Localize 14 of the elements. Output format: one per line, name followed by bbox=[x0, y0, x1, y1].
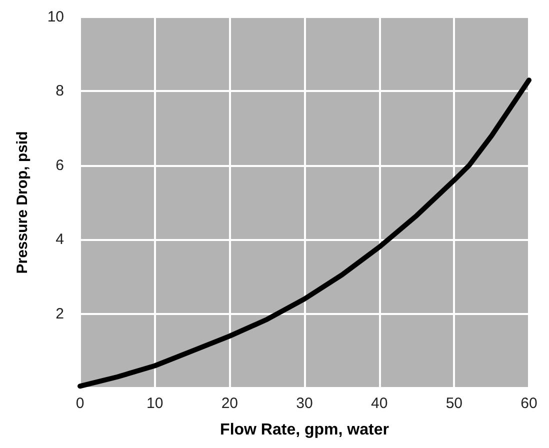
y-tick-label: 6 bbox=[56, 156, 64, 174]
x-tick-label: 50 bbox=[446, 395, 463, 412]
y-tick-label: 4 bbox=[56, 231, 64, 248]
x-tick-label: 20 bbox=[221, 395, 238, 412]
y-tick-label: 8 bbox=[56, 82, 64, 100]
x-tick-label: 60 bbox=[520, 395, 538, 412]
x-tick-label: 40 bbox=[370, 395, 388, 412]
x-axis-title: Flow Rate, gpm, water bbox=[220, 422, 389, 438]
x-tick-label: 0 bbox=[76, 395, 84, 412]
y-axis-title: Pressure Drop, psid bbox=[14, 131, 31, 274]
y-tick-label: 10 bbox=[47, 8, 64, 26]
y-tick-label: 2 bbox=[56, 305, 64, 322]
x-tick-label: 30 bbox=[296, 395, 313, 412]
x-tick-label: 10 bbox=[146, 395, 164, 412]
